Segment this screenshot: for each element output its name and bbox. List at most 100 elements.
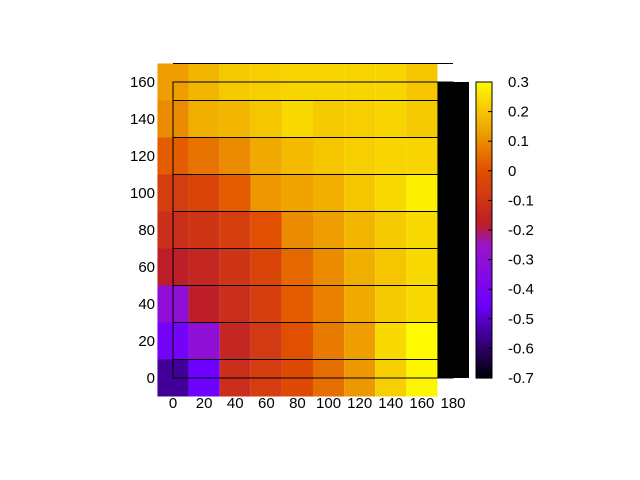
colorbar-segment [476,183,492,187]
heatmap-cell [188,322,220,360]
colorbar-segment [476,104,492,108]
colorbar-segment [476,336,492,340]
heatmap-cell [313,174,345,212]
colorbar-segment [476,190,492,194]
x-tick-label: 100 [316,395,341,412]
x-tick-label: 0 [169,395,177,412]
colorbar-segment [476,96,492,100]
plot-frame [172,63,469,379]
colorbar-segment [476,86,492,90]
colorbar-segment [476,242,492,246]
colorbar-segment [476,264,492,268]
x-tick-label: 40 [227,395,244,412]
colorbar-segment [476,202,492,206]
colorbar-segment [476,343,492,347]
colorbar-segment [476,178,492,182]
colorbar-segment [476,217,492,221]
colorbar-segment [476,220,492,224]
heatmap-cell [344,322,376,360]
colorbar-segment [476,225,492,229]
heatmap-cell [375,137,407,175]
colorbar-segment [476,193,492,197]
heatmap-cell [313,322,345,360]
colorbar-segment [476,185,492,189]
heatmap-cells [157,63,438,397]
colorbar-segment [476,116,492,120]
y-tick-label: 40 [138,296,155,313]
colorbar-segment [476,168,492,172]
colorbar-segment [476,284,492,288]
colorbar-tick-label: -0.4 [508,281,534,298]
colorbar-segment [476,153,492,157]
colorbar-segment [476,276,492,280]
colorbar-ticks: 0.3 0.2 0.1 0 -0.1 -0.2 -0.3 -0.4 -0.5 -0.6 -0.7 [488,74,534,387]
heatmap-cell [188,248,220,286]
colorbar-segment [476,308,492,312]
heatmap-cell [281,137,313,175]
colorbar-segment [476,148,492,152]
heatmap-cell [344,285,376,323]
heatmap-cell [250,174,282,212]
colorbar-segment [476,237,492,241]
colorbar-segment [476,82,492,86]
colorbar-segment [476,156,492,160]
colorbar-segment [476,128,492,132]
x-tick-label: 140 [378,395,403,412]
colorbar-segment [476,271,492,275]
colorbar-segment [476,304,492,308]
colorbar-segment [476,188,492,192]
heatmap-cell [250,100,282,138]
colorbar-segment [476,99,492,103]
heatmap-cell [406,137,438,175]
colorbar-segment [476,232,492,236]
colorbar-segment [476,136,492,140]
colorbar-segment [476,350,492,354]
colorbar-segment [476,138,492,142]
heatmap-cell [375,211,407,249]
heatmap-cell [250,137,282,175]
colorbar-segment [476,197,492,201]
y-tick-label: 20 [138,333,155,350]
colorbar-segment [476,101,492,105]
colorbar-segment [476,133,492,137]
colorbar-segment [476,358,492,362]
heatmap-cell [188,211,220,249]
colorbar-segment [476,170,492,174]
colorbar-segment [476,212,492,216]
heatmap-cell [406,322,438,360]
colorbar-segment [476,321,492,325]
colorbar-segment [476,326,492,330]
colorbar-segment [476,296,492,300]
heatmap-cell [313,137,345,175]
colorbar-segment [476,94,492,98]
heatmap-cell [344,248,376,286]
colorbar-tick-label: -0.1 [508,192,534,209]
colorbar-segment [476,207,492,211]
heatmap-cell [281,285,313,323]
colorbar-segment [476,163,492,167]
x-tick-label: 80 [289,395,306,412]
colorbar-segment [476,119,492,123]
y-tick-label: 60 [138,259,155,276]
colorbar-segment [476,131,492,135]
colorbar-segment [476,375,492,379]
colorbar-segment [476,348,492,352]
colorbar-segment [476,355,492,359]
colorbar-tick-label: 0.2 [508,104,529,121]
colorbar-segment [476,318,492,322]
colorbar-segment [476,252,492,256]
colorbar-segment [476,89,492,93]
colorbar-segment [476,158,492,162]
heatmap-cell [188,100,220,138]
heatmap-cell [219,285,251,323]
colorbar-segment [476,234,492,238]
colorbar-segment [476,299,492,303]
y-tick-label: 140 [130,111,155,128]
colorbar-segment [476,121,492,125]
x-axis-ticks: 0 20 40 60 80 100 120 140 160 180 [169,395,466,412]
colorbar-segment [476,286,492,290]
colorbar-segment [476,230,492,234]
y-tick-label: 80 [138,222,155,239]
colorbar-segment [476,333,492,337]
colorbar-segment [476,126,492,130]
